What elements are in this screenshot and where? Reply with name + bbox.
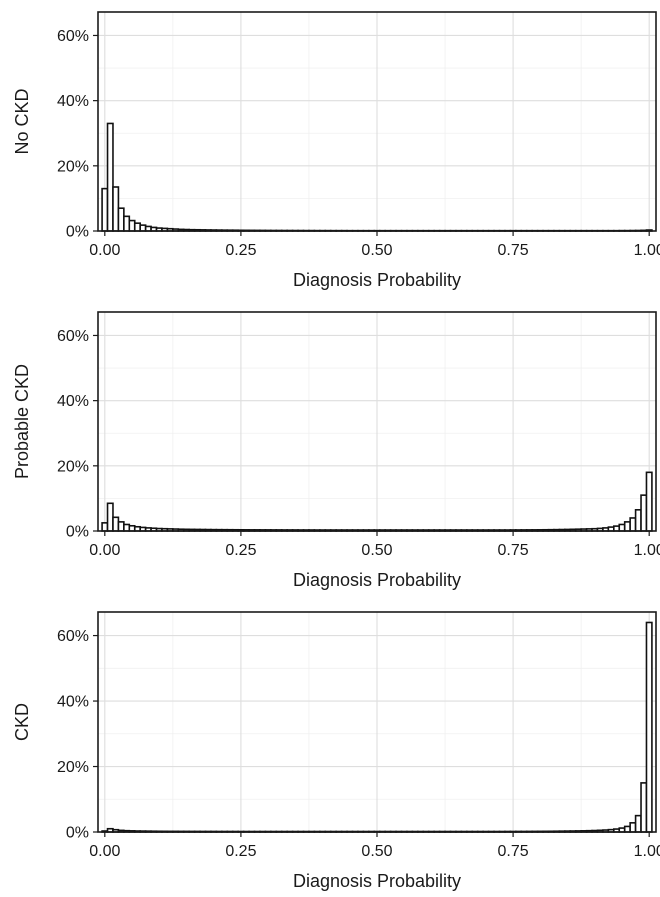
y-tick-label: 40%	[57, 393, 89, 410]
x-tick-label: 0.00	[89, 843, 120, 860]
y-axis-title: No CKD	[12, 88, 32, 154]
x-tick-label: 1.00	[634, 242, 660, 259]
y-tick-label: 60%	[57, 28, 89, 45]
histogram-bar	[128, 219, 136, 232]
y-tick-label: 0%	[66, 224, 89, 241]
x-tick-label: 0.75	[498, 542, 529, 559]
y-tick-label: 40%	[57, 93, 89, 110]
x-axis-title: Diagnosis Probability	[293, 871, 461, 891]
x-tick-label: 1.00	[634, 542, 660, 559]
histogram-bar	[634, 509, 642, 532]
histogram-bar	[645, 621, 653, 833]
histogram-bar	[106, 502, 114, 532]
x-tick-label: 0.25	[225, 242, 256, 259]
x-tick-label: 0.00	[89, 542, 120, 559]
x-tick-label: 0.50	[361, 242, 392, 259]
y-tick-label: 20%	[57, 759, 89, 776]
panel-2: 0% 20% 40% 60% 0.00 0.25 0.50 0.75 1.00 Diagnosis…	[12, 311, 660, 590]
histogram-bar	[123, 215, 131, 232]
histogram-bar	[101, 187, 109, 232]
histogram-bar	[139, 224, 147, 232]
x-tick-label: 0.50	[361, 843, 392, 860]
histogram-bar	[629, 517, 637, 532]
panel-1: 0% 20% 40% 60% 0.00 0.25 0.50 0.75 1.00 Diagnosis…	[12, 11, 660, 290]
y-axis-title: Probable CKD	[12, 364, 32, 479]
histogram-bar	[634, 814, 642, 833]
x-tick-label: 1.00	[634, 843, 660, 860]
histogram-bar	[133, 222, 141, 232]
histogram-bar	[640, 494, 648, 532]
x-tick-label: 0.75	[498, 242, 529, 259]
histogram-bar	[117, 521, 125, 532]
y-tick-label: 60%	[57, 328, 89, 345]
x-tick-label: 0.25	[225, 843, 256, 860]
histogram-bar	[623, 825, 631, 833]
histogram-bar	[101, 522, 109, 532]
x-axis-title: Diagnosis Probability	[293, 270, 461, 290]
histogram-bar	[112, 516, 120, 532]
histogram-bar	[640, 782, 648, 833]
histogram-bar	[123, 523, 131, 532]
x-tick-label: 0.75	[498, 843, 529, 860]
x-axis-title: Diagnosis Probability	[293, 570, 461, 590]
histogram-bar	[106, 122, 114, 232]
x-tick-label: 0.50	[361, 542, 392, 559]
y-axis-title: CKD	[12, 703, 32, 741]
y-tick-label: 20%	[57, 458, 89, 475]
y-tick-label: 60%	[57, 628, 89, 645]
histogram-bar	[618, 523, 626, 532]
x-tick-label: 0.00	[89, 242, 120, 259]
histogram-bar	[623, 521, 631, 532]
y-tick-label: 40%	[57, 694, 89, 711]
histogram-bar	[645, 471, 653, 532]
x-tick-label: 0.25	[225, 542, 256, 559]
y-tick-label: 0%	[66, 524, 89, 541]
panel-3: 0% 20% 40% 60% 0.00 0.25 0.50 0.75 1.00 Diagnosis…	[12, 611, 660, 891]
histogram-bar	[112, 186, 120, 232]
y-tick-label: 20%	[57, 158, 89, 175]
histogram-bar	[629, 822, 637, 833]
y-tick-label: 0%	[66, 825, 89, 842]
histogram-bar	[117, 207, 125, 232]
